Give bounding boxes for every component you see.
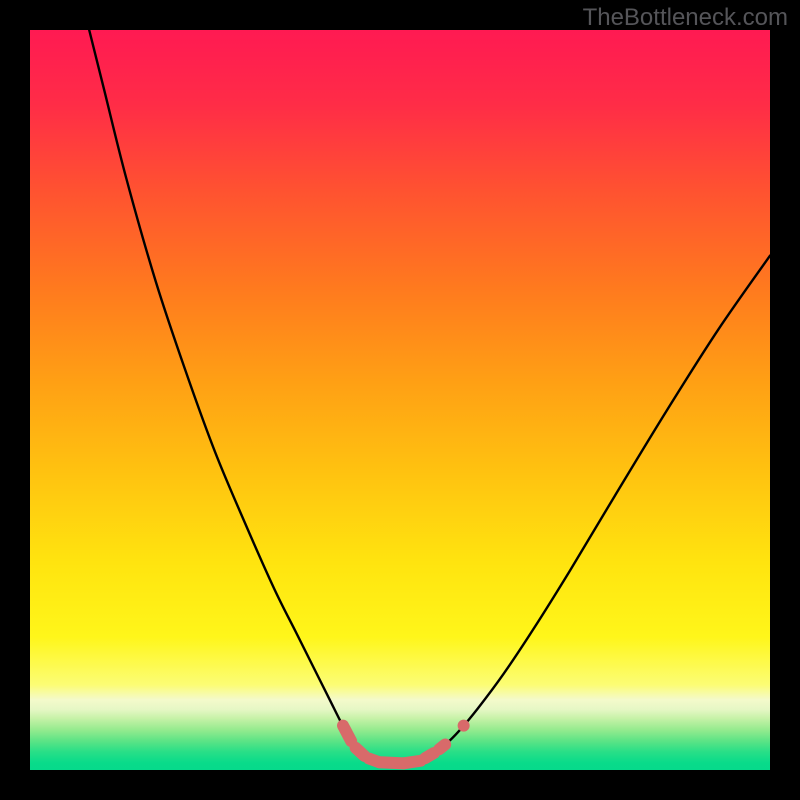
- marker-segment: [404, 761, 421, 764]
- marker-segment: [425, 753, 434, 758]
- bottleneck-curve: [89, 30, 770, 763]
- marker-segment: [439, 744, 445, 749]
- marker-segment: [343, 726, 351, 742]
- watermark-text: TheBottleneck.com: [583, 4, 788, 32]
- curve-layer: [0, 0, 800, 800]
- chart-stage: TheBottleneck.com: [0, 0, 800, 800]
- marker-dot: [458, 720, 470, 732]
- marker-segment: [356, 748, 365, 756]
